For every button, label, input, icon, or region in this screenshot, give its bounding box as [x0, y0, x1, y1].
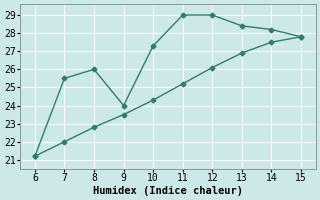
X-axis label: Humidex (Indice chaleur): Humidex (Indice chaleur)	[93, 186, 243, 196]
